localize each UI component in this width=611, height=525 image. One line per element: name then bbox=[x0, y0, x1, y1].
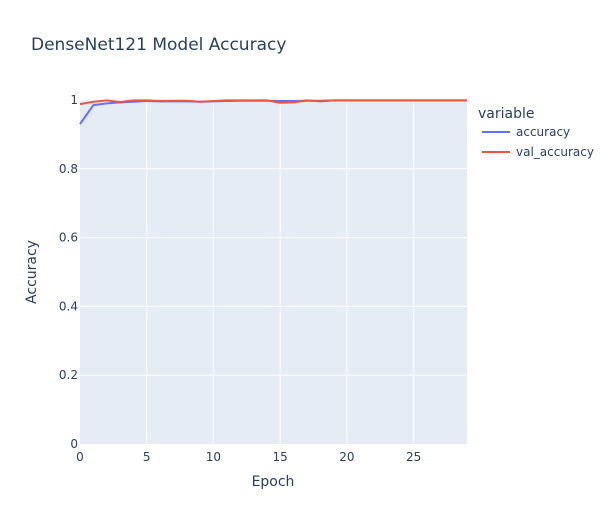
x-tick-label: 0 bbox=[76, 450, 84, 464]
legend-label: accuracy bbox=[516, 125, 570, 139]
x-axis-ticks: 0 5 10 15 20 25 bbox=[76, 450, 421, 464]
legend-label: val_accuracy bbox=[516, 145, 594, 159]
legend-title: variable bbox=[478, 106, 534, 122]
y-tick-label: 0.8 bbox=[59, 162, 78, 176]
x-tick-label: 5 bbox=[143, 450, 151, 464]
x-tick-label: 25 bbox=[406, 450, 421, 464]
y-tick-label: 0.2 bbox=[59, 368, 78, 382]
y-axis-title: Accuracy bbox=[24, 240, 40, 304]
x-tick-label: 15 bbox=[273, 450, 288, 464]
series-line-val-accuracy bbox=[79, 99, 467, 106]
y-tick-label: 1 bbox=[70, 93, 78, 107]
x-tick-label: 10 bbox=[206, 450, 221, 464]
plot-area bbox=[80, 100, 467, 444]
y-tick-label: 0 bbox=[70, 437, 78, 451]
chart-title: DenseNet121 Model Accuracy bbox=[31, 35, 286, 55]
y-axis-ticks: 0 0.2 0.4 0.6 0.8 1 bbox=[59, 93, 78, 451]
y-tick-label: 0.4 bbox=[59, 299, 78, 313]
x-tick-label: 20 bbox=[339, 450, 354, 464]
series-lines bbox=[79, 99, 467, 125]
y-tick-label: 0.6 bbox=[59, 231, 78, 245]
x-axis-title: Epoch bbox=[252, 474, 295, 490]
legend: variable accuracy val_accuracy bbox=[478, 106, 594, 159]
